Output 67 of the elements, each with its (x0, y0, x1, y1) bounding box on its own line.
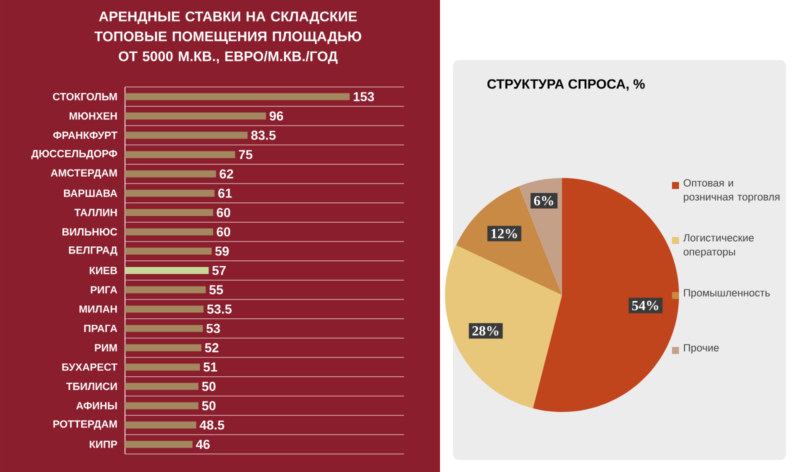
data-label: 54% (632, 300, 658, 310)
data-label: 48.5 (200, 420, 224, 430)
bar (125, 190, 215, 197)
data-label: 50 (202, 382, 216, 391)
y-tick-label: ДЮССЕЛЬДОРФ (31, 150, 118, 160)
bar (125, 151, 236, 158)
y-tick-label: БУХАРЕСТ (62, 363, 118, 371)
data-label: 60 (216, 208, 230, 218)
bar (125, 266, 209, 274)
bar (125, 132, 248, 139)
y-tick-label: МЮНХЕН (70, 112, 117, 120)
bar (125, 344, 202, 352)
chart-title: СТРУКТУРА СПРОСА, % (487, 79, 645, 91)
data-label: 75 (238, 150, 252, 160)
legend-label: Промышленность (684, 289, 770, 299)
bar (125, 248, 212, 255)
y-tick-label: ТАЛЛИН (74, 208, 117, 216)
y-tick-label: МИЛАН (80, 305, 117, 313)
y-tick-label: КИПР (90, 440, 118, 448)
legend-label: Оптовая и розничная торговля (684, 179, 780, 203)
data-label: 46 (196, 440, 210, 449)
data-label: 52 (204, 343, 218, 352)
y-tick-label: РОТТЕРДАМ (53, 420, 117, 430)
y-tick-label: РИГА (90, 286, 118, 294)
data-label: 12% (492, 228, 517, 238)
y-tick-label: АФИНЫ (76, 402, 117, 410)
chart-title: АРЕНДНЫЕ СТАВКИ НА СКЛАДСКИЕ ТОПОВЫЕ ПОМЕЩЕНИЯ ПЛОЩАДЬЮ ОТ 5000 М.КВ., ЕВРО/М.КВ./ГОД (94, 12, 362, 64)
bar (125, 402, 198, 410)
bar (125, 170, 216, 178)
bar (125, 382, 198, 390)
legend-label: Прочие (684, 344, 719, 354)
data-label: 153 (354, 92, 374, 102)
bar (125, 112, 266, 120)
y-tick-label: АМСТЕРДАМ (50, 169, 117, 179)
y-tick-label: ФРАНКФУРТ (53, 132, 118, 139)
data-label: 61 (218, 188, 232, 198)
data-label: 57 (212, 266, 226, 276)
y-tick-label: ВАРШАВА (64, 190, 118, 197)
bar (125, 324, 203, 332)
data-label: 96 (270, 111, 284, 121)
data-label: 6% (534, 196, 554, 206)
data-label: 51 (204, 362, 218, 372)
y-tick-label: ПРАГА (84, 324, 118, 332)
y-tick-label: БЕЛГРАД (68, 246, 118, 256)
bar (125, 422, 196, 429)
bar (125, 209, 214, 216)
bar (125, 306, 204, 313)
y-tick-label: КИЕВ (90, 266, 118, 274)
y-tick-label: СТОКГОЛЬМ (52, 92, 117, 100)
bar (125, 228, 214, 236)
data-label: 62 (220, 169, 234, 178)
legend-label: Логистические операторы (683, 234, 754, 258)
data-label: 83.5 (251, 130, 276, 140)
data-label: 55 (209, 285, 224, 294)
data-label: 50 (202, 401, 216, 410)
data-label: 53 (206, 324, 220, 334)
y-tick-label: ВИЛЬНЮС (62, 228, 118, 236)
bar (125, 93, 350, 100)
data-label: 59 (215, 246, 229, 256)
y-tick-label: ТБИЛИСИ (66, 382, 117, 390)
bar (125, 440, 193, 448)
bar (125, 364, 200, 371)
data-label: 60 (216, 227, 230, 236)
bar (125, 286, 206, 294)
data-label: 53.5 (207, 304, 232, 314)
y-tick-label: РИМ (94, 344, 117, 352)
data-label: 28% (472, 326, 498, 336)
